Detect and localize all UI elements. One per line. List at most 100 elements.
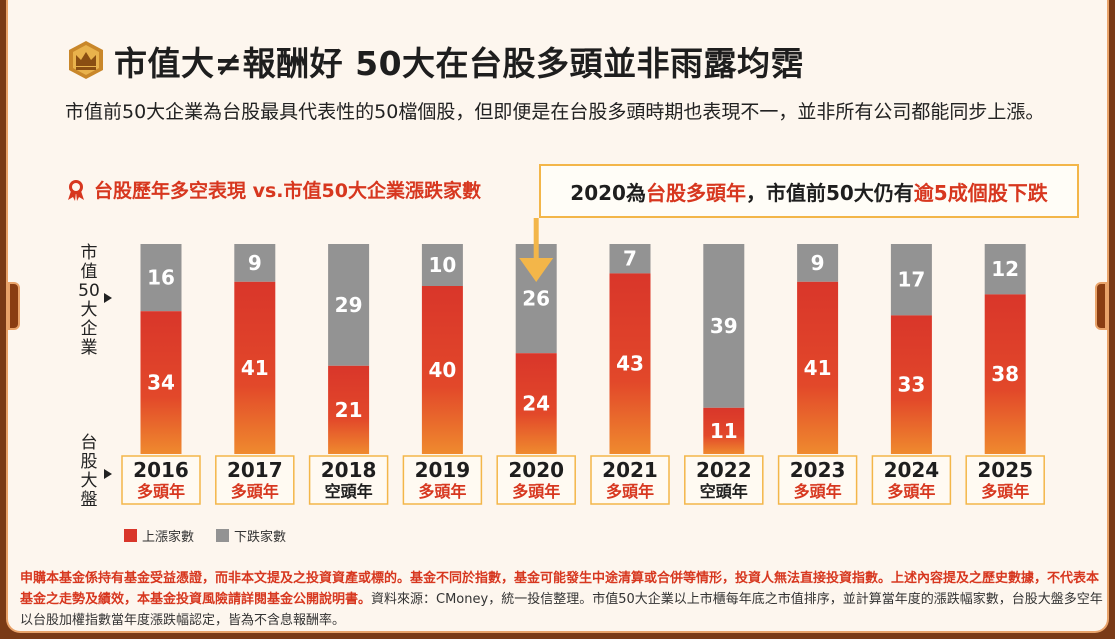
arrow-right-icon — [104, 293, 112, 303]
market-label-2018: 空頭年 — [325, 482, 373, 501]
market-label-2019: 多頭年 — [418, 482, 466, 501]
market-label-2024: 多頭年 — [887, 482, 935, 501]
bar-up-2017 — [234, 281, 276, 454]
callout-arrow-icon — [519, 258, 554, 282]
label-up-2016: 34 — [147, 371, 175, 395]
bar-down-2022 — [703, 244, 745, 408]
label-down-2022: 39 — [710, 314, 738, 338]
label-down-2016: 16 — [147, 266, 175, 290]
year-label-2020: 2020 — [508, 458, 564, 482]
row-label-bottom: 台股大盤 — [80, 433, 98, 510]
arrow-right-icon — [104, 469, 112, 479]
bar-down-2023 — [797, 244, 839, 282]
year-label-2024: 2024 — [884, 458, 940, 482]
label-down-2021: 7 — [623, 247, 637, 271]
year-label-2018: 2018 — [321, 458, 377, 482]
bar-up-2019 — [421, 286, 463, 454]
market-label-2023: 多頭年 — [794, 482, 842, 501]
year-box-2025 — [965, 455, 1045, 505]
label-down-2019: 10 — [428, 253, 456, 277]
bar-up-2018 — [328, 365, 370, 454]
year-box-2023 — [777, 455, 858, 505]
bar-down-2019 — [421, 244, 463, 286]
year-label-2022: 2022 — [696, 458, 752, 482]
label-up-2020: 24 — [522, 392, 550, 416]
market-label-2016: 多頭年 — [137, 482, 185, 501]
year-box-2021 — [590, 455, 670, 505]
legend-label-up: 上漲家數 — [142, 530, 195, 545]
label-up-2019: 40 — [428, 358, 456, 382]
label-up-2024: 33 — [897, 373, 925, 397]
year-label-2021: 2021 — [602, 458, 658, 482]
bar-down-2017 — [234, 244, 276, 282]
label-down-2023: 9 — [811, 251, 825, 275]
ribbon-medal-icon — [68, 179, 84, 201]
bar-down-2021 — [609, 244, 651, 274]
year-label-2025: 2025 — [977, 458, 1033, 482]
page-title: 市值大≠報酬好 50大在台股多頭並非雨露均霑 — [114, 44, 805, 83]
legend-item-down: 下跌家數 — [216, 526, 286, 545]
crown-icon — [69, 41, 103, 79]
market-label-2017: 多頭年 — [231, 482, 279, 501]
label-up-2023: 41 — [804, 356, 832, 380]
bar-down-2024 — [890, 244, 932, 316]
legend: 上漲家數 下跌家數 — [124, 526, 308, 545]
legend-item-up: 上漲家數 — [124, 526, 194, 545]
intro-text: 市值前50大企業為台股最具代表性的50檔個股，但即便是在台股多頭時期也表現不一，… — [65, 101, 1045, 123]
title-row: 市值大≠報酬好 50大在台股多頭並非雨露均霑 — [114, 36, 804, 86]
callout-part3: ，市值前50大仍有 — [745, 180, 914, 205]
label-up-2025: 38 — [991, 362, 1019, 386]
year-box-2016 — [121, 455, 201, 505]
market-label-2022: 空頭年 — [700, 482, 748, 501]
label-down-2020: 26 — [522, 287, 550, 311]
bar-down-2018 — [328, 244, 370, 366]
callout-part1: 2020為 — [570, 180, 646, 205]
label-up-2018: 21 — [335, 398, 363, 422]
year-label-2019: 2019 — [415, 458, 471, 482]
bar-up-2021 — [609, 273, 651, 454]
stacked-bar-chart: 16342016多頭年9412017多頭年29212018空頭年10402019… — [121, 218, 1045, 505]
bar-up-2024 — [890, 315, 932, 454]
chart-subtitle: 台股歷年多空表現 vs.市值50大企業漲跌家數 — [94, 180, 481, 202]
disclaimer-red: 申購本基金係持有基金受益憑證，而非本文提及之投資資產或標的。基金不同於指數，基金… — [20, 571, 1100, 607]
label-up-2021: 43 — [616, 352, 644, 376]
bar-down-2025 — [984, 244, 1026, 295]
label-up-2017: 41 — [241, 356, 269, 380]
callout-box: 2020為 台股多頭年 ，市值前50大仍有 逾5成個股下跌 — [539, 164, 1079, 218]
legend-swatch-down — [216, 529, 230, 542]
label-down-2025: 12 — [991, 257, 1019, 281]
market-label-2020: 多頭年 — [512, 482, 560, 501]
year-box-2019 — [402, 455, 483, 505]
bar-down-2016 — [140, 244, 182, 312]
year-label-2023: 2023 — [790, 458, 846, 482]
year-label-2016: 2016 — [133, 458, 189, 482]
bar-up-2022 — [703, 407, 745, 454]
label-down-2017: 9 — [248, 251, 262, 275]
side-tab-right — [1095, 282, 1107, 330]
legend-swatch-up — [124, 529, 137, 542]
bar-up-2020 — [515, 353, 557, 454]
label-down-2018: 29 — [335, 293, 363, 317]
bar-up-2025 — [984, 294, 1026, 454]
year-label-2017: 2017 — [227, 458, 283, 482]
row-label-top: 市值50大企業 — [78, 243, 100, 358]
label-up-2022: 11 — [710, 419, 738, 443]
label-down-2024: 17 — [897, 268, 925, 292]
legend-label-down: 下跌家數 — [234, 530, 287, 545]
market-label-2025: 多頭年 — [981, 482, 1029, 501]
subtitle-row: 台股歷年多空表現 vs.市值50大企業漲跌家數 — [66, 176, 481, 203]
market-label-2021: 多頭年 — [606, 482, 654, 501]
callout-part2: 台股多頭年 — [645, 180, 746, 205]
disclaimer: 申購本基金係持有基金受益憑證，而非本文提及之投資資產或標的。基金不同於指數，基金… — [20, 568, 1107, 631]
year-box-2017 — [215, 455, 295, 505]
year-box-2018 — [308, 455, 389, 505]
year-box-2020 — [496, 455, 576, 505]
side-tab-left — [8, 282, 20, 330]
bar-up-2016 — [140, 311, 182, 454]
year-box-2024 — [871, 455, 952, 505]
year-box-2022 — [684, 455, 764, 505]
disclaimer-source: 資料來源：CMoney，統一投信整理。市值50大企業以上市櫃每年底之市值排序，並… — [20, 592, 1103, 628]
callout-part4: 逾5成個股下跌 — [913, 180, 1048, 205]
bar-up-2023 — [797, 281, 839, 454]
card: 市值大≠報酬好 50大在台股多頭並非雨露均霑 市值前50大企業為台股最具代表性的… — [6, 0, 1109, 633]
